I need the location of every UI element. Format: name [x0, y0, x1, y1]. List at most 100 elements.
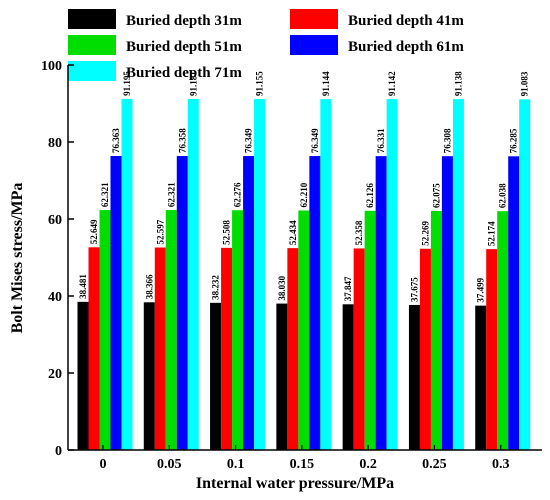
bars — [77, 98, 531, 451]
y-tick-label: 20 — [48, 367, 62, 382]
bar — [165, 210, 177, 450]
y-tick-label: 100 — [41, 59, 62, 74]
bar — [419, 248, 431, 450]
legend-swatch — [290, 9, 338, 29]
bar — [287, 248, 299, 450]
bar — [99, 210, 111, 450]
bar — [441, 156, 453, 450]
y-tick-label: 60 — [48, 213, 62, 228]
y-tick-label: 80 — [48, 136, 62, 151]
data-label: 76.308 — [442, 128, 452, 153]
bar — [154, 247, 166, 450]
data-label: 91.083 — [520, 71, 530, 96]
data-label: 62.075 — [431, 183, 441, 208]
bar — [187, 98, 199, 450]
x-ticks: 0 0.05 0.1 0.15 0.2 0.25 0.3 — [100, 445, 510, 472]
bar — [386, 99, 398, 450]
axes — [67, 65, 542, 451]
bar — [77, 301, 89, 450]
data-label: 38.232 — [211, 275, 221, 300]
data-label: 62.038 — [498, 183, 508, 208]
y-axis-title: Bolt Mises stress/MPa — [9, 183, 26, 334]
data-label: 62.321 — [166, 182, 176, 207]
data-label: 76.363 — [111, 128, 121, 153]
legend-label: Buried depth 51m — [126, 39, 242, 55]
data-label: 91.138 — [453, 71, 463, 96]
y-tick-label: 40 — [48, 290, 62, 305]
x-tick-label: 0.1 — [227, 457, 245, 472]
data-label: 52.649 — [89, 219, 99, 244]
bar — [353, 248, 365, 450]
data-label: 76.285 — [509, 128, 519, 153]
legend: Buried depth 31m Buried depth 41m Buried d… — [68, 9, 464, 81]
data-label: 91.181 — [188, 71, 198, 96]
bar — [475, 305, 487, 450]
data-label: 52.434 — [288, 220, 298, 245]
data-label: 52.269 — [420, 221, 430, 246]
data-label: 91.142 — [387, 71, 397, 96]
bar — [430, 211, 442, 450]
bar — [176, 156, 188, 450]
legend-label: Buried depth 41m — [348, 13, 464, 29]
bar — [232, 210, 244, 450]
data-label: 76.331 — [376, 128, 386, 153]
legend-swatch — [290, 35, 338, 55]
bar — [121, 98, 133, 451]
data-label: 91.195 — [122, 71, 132, 96]
data-label: 37.675 — [409, 277, 419, 302]
x-tick-label: 0.25 — [422, 457, 447, 472]
data-label: 38.366 — [144, 274, 154, 299]
bar — [486, 249, 498, 450]
data-label: 76.349 — [244, 128, 254, 153]
data-label: 37.499 — [476, 277, 486, 302]
bar — [497, 211, 509, 450]
data-label: 76.349 — [310, 128, 320, 153]
data-label: 62.210 — [299, 182, 309, 207]
data-label: 38.481 — [78, 274, 88, 299]
legend-label: Buried depth 61m — [348, 39, 464, 55]
bar — [342, 304, 354, 450]
bar — [254, 99, 266, 450]
x-tick-label: 0.05 — [157, 457, 182, 472]
legend-label: Buried depth 71m — [126, 65, 242, 81]
bar — [309, 156, 321, 451]
bar — [243, 156, 255, 451]
legend-swatch — [68, 35, 116, 55]
y-tick-label: 0 — [55, 444, 62, 459]
bar — [110, 156, 122, 451]
data-label: 91.155 — [255, 71, 265, 96]
bar — [364, 210, 376, 450]
data-labels: 38.481 52.649 62.321 76.363 91.195 38.366 52.5… — [78, 71, 530, 303]
bar — [375, 156, 387, 450]
bar — [143, 302, 155, 450]
y-ticks: 0 20 40 60 80 100 — [41, 59, 74, 459]
legend-swatch — [68, 61, 116, 81]
bar — [408, 304, 420, 450]
bar — [452, 99, 464, 450]
bar — [210, 302, 222, 450]
bar — [508, 156, 520, 451]
data-label: 52.597 — [155, 219, 165, 244]
data-label: 52.358 — [354, 220, 364, 245]
bar — [298, 210, 310, 450]
bar — [276, 303, 288, 450]
x-tick-label: 0.3 — [492, 457, 510, 472]
data-label: 91.144 — [321, 71, 331, 96]
bar — [320, 99, 332, 451]
data-label: 62.321 — [100, 182, 110, 207]
x-axis-title: Internal water pressure/MPa — [196, 475, 394, 492]
data-label: 52.174 — [487, 221, 497, 246]
x-tick-label: 0.2 — [359, 457, 377, 472]
data-label: 38.030 — [277, 275, 287, 300]
x-tick-label: 0.15 — [290, 457, 315, 472]
data-label: 37.847 — [343, 276, 353, 301]
data-label: 52.508 — [222, 220, 232, 245]
bar — [221, 247, 233, 450]
data-label: 62.276 — [233, 182, 243, 207]
data-label: 62.126 — [365, 183, 375, 208]
bar — [88, 247, 100, 450]
x-tick-label: 0 — [100, 457, 107, 472]
legend-swatch — [68, 9, 116, 29]
bar — [519, 99, 531, 451]
